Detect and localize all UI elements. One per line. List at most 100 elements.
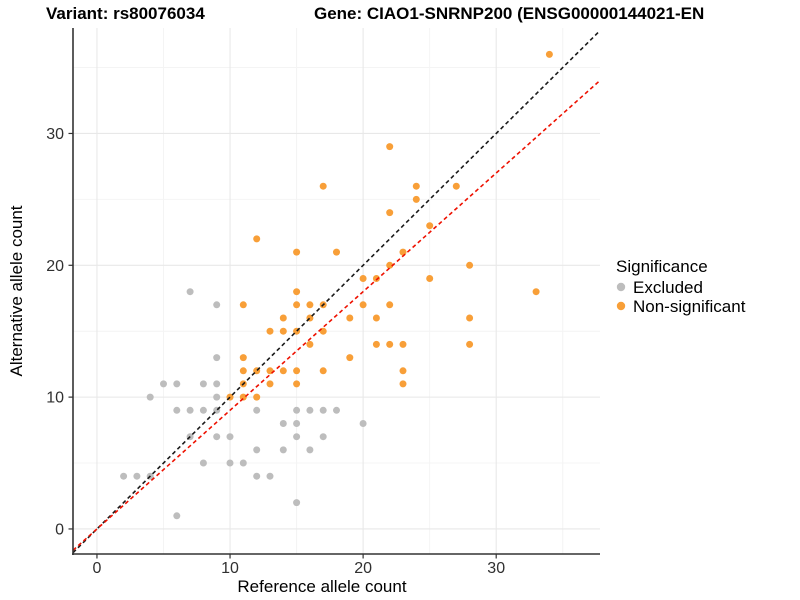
data-point-non-significant (293, 367, 301, 375)
data-point-excluded (279, 446, 287, 454)
data-point-non-significant (386, 143, 394, 151)
y-axis-title: Alternative allele count (7, 205, 26, 376)
data-point-non-significant (386, 209, 394, 217)
ratio-line (72, 79, 601, 551)
y-tick-label: 30 (46, 126, 64, 143)
data-point-non-significant (372, 314, 380, 322)
data-point-excluded (213, 380, 221, 388)
data-point-excluded (319, 406, 327, 414)
data-point-non-significant (319, 182, 327, 190)
data-point-excluded (213, 354, 221, 362)
data-point-excluded (319, 433, 327, 441)
data-point-non-significant (279, 367, 287, 375)
data-point-excluded (199, 459, 207, 467)
data-point-excluded (146, 393, 154, 401)
data-point-non-significant (399, 340, 407, 348)
data-point-non-significant (293, 288, 301, 296)
data-point-excluded (279, 420, 287, 427)
data-point-excluded (120, 472, 128, 480)
data-point-non-significant (466, 314, 474, 322)
data-point-excluded (186, 406, 194, 414)
x-tick-label: 30 (487, 560, 505, 577)
data-point-non-significant (426, 222, 434, 230)
data-point-excluded (253, 446, 261, 454)
axis-layer (72, 28, 600, 555)
data-point-non-significant (412, 195, 420, 203)
data-point-non-significant (372, 275, 380, 282)
data-point-non-significant (359, 275, 367, 282)
data-point-excluded (213, 393, 221, 401)
data-point-excluded (293, 420, 301, 427)
data-point-excluded (186, 288, 194, 296)
data-point-non-significant (532, 288, 540, 296)
legend: Significance Excluded Non-significant (616, 257, 746, 316)
data-point-non-significant (253, 235, 261, 243)
legend-title: Significance (616, 257, 708, 276)
data-point-excluded (199, 380, 207, 388)
data-point-non-significant (279, 314, 287, 322)
x-tick-label: 20 (354, 560, 372, 577)
data-point-non-significant (253, 393, 261, 401)
data-point-non-significant (293, 380, 301, 388)
data-point-non-significant (372, 340, 380, 348)
data-point-non-significant (239, 393, 247, 401)
data-point-non-significant (239, 367, 247, 375)
data-point-non-significant (426, 275, 434, 282)
data-point-excluded (293, 499, 301, 507)
data-point-non-significant (452, 182, 460, 190)
data-point-excluded (173, 512, 181, 520)
legend-key-excluded-icon (616, 282, 626, 292)
data-point-non-significant (399, 367, 407, 375)
data-point-non-significant (346, 314, 354, 322)
data-point-non-significant (319, 367, 327, 375)
x-tick-label: 0 (93, 560, 102, 577)
data-point-excluded (173, 380, 181, 388)
x-axis-title: Reference allele count (237, 577, 406, 596)
data-point-excluded (293, 433, 301, 441)
data-point-non-significant (386, 261, 394, 269)
y-tick-label: 0 (55, 521, 64, 538)
data-point-excluded (239, 459, 247, 467)
data-point-non-significant (293, 248, 301, 256)
data-point-non-significant (239, 354, 247, 362)
data-point-non-significant (386, 340, 394, 348)
data-point-excluded (253, 406, 261, 414)
data-point-excluded (266, 472, 274, 480)
data-point-non-significant (239, 301, 247, 309)
tick-marks-and-labels: 0 10 20 30 0 10 20 30 (46, 126, 505, 577)
data-point-non-significant (293, 301, 301, 309)
data-point-non-significant (306, 301, 314, 309)
data-point-excluded (173, 406, 181, 414)
identity-line (72, 30, 601, 554)
data-point-non-significant (399, 380, 407, 388)
data-point-non-significant (266, 380, 274, 388)
data-point-excluded (226, 433, 234, 441)
data-point-non-significant (306, 340, 314, 348)
data-point-excluded (213, 433, 221, 441)
data-point-excluded (293, 406, 301, 414)
y-tick-label: 20 (46, 258, 64, 275)
data-point-non-significant (412, 182, 420, 190)
data-point-non-significant (466, 261, 474, 269)
legend-key-non-significant-icon (616, 301, 626, 311)
data-point-excluded (333, 406, 340, 414)
data-point-excluded (253, 472, 261, 480)
x-tick-label: 10 (221, 560, 239, 577)
data-point-excluded (160, 380, 167, 388)
data-point-non-significant (266, 327, 274, 335)
data-point-excluded (359, 420, 367, 427)
data-point-excluded (306, 406, 314, 414)
gene-title: Gene: CIAO1-SNRNP200 (ENSG00000144021-EN (314, 4, 704, 23)
scatter-points (120, 50, 553, 520)
data-point-non-significant (359, 301, 367, 309)
data-point-non-significant (346, 354, 354, 362)
data-point-non-significant (466, 340, 474, 348)
data-point-excluded (133, 472, 141, 480)
data-point-non-significant (386, 301, 394, 309)
variant-title: Variant: rs80076034 (46, 4, 205, 23)
data-point-excluded (199, 406, 207, 414)
y-tick-label: 10 (46, 390, 64, 407)
